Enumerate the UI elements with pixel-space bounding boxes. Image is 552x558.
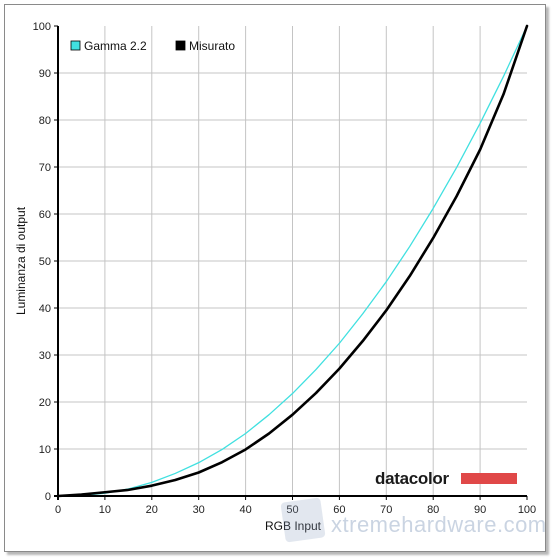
y-tick-label: 40 (39, 303, 51, 315)
y-tick-label: 70 (39, 162, 51, 174)
datacolor-logo-bar (461, 473, 517, 484)
watermark-badge (280, 497, 326, 543)
x-axis-title: RGB Input (265, 519, 322, 533)
y-axis-title: Luminanza di output (14, 206, 28, 315)
x-tick-label: 0 (55, 504, 61, 516)
series-layer (56, 24, 529, 498)
legend: Gamma 2.2 Misurato (70, 39, 235, 53)
y-tick-label: 50 (39, 256, 51, 268)
x-tick-label: 40 (239, 504, 251, 516)
x-tick-label: 80 (427, 504, 439, 516)
y-tick-label: 10 (39, 444, 51, 456)
chart-frame (4, 4, 546, 552)
y-tick-label: 30 (39, 350, 51, 362)
x-tick-label: 90 (474, 504, 486, 516)
y-tick-labels: 0 10 20 30 40 50 60 70 80 90 100 (33, 21, 51, 503)
watermark-text: xtremehardware.com (331, 512, 547, 537)
watermark: xtremehardware.com (280, 497, 547, 543)
legend-label-gamma: Gamma 2.2 (84, 39, 147, 53)
y-tick-label: 100 (33, 21, 51, 33)
y-tick-label: 90 (39, 68, 51, 80)
y-tick-label: 20 (39, 397, 51, 409)
axes (54, 26, 527, 500)
legend-swatch-gamma (70, 40, 81, 51)
y-tick-label: 80 (39, 115, 51, 127)
legend-swatch-misurato (175, 40, 186, 51)
y-tick-label: 60 (39, 209, 51, 221)
x-tick-label: 30 (193, 504, 205, 516)
legend-label-misurato: Misurato (189, 39, 235, 53)
x-tick-label: 100 (518, 504, 536, 516)
y-tick-label: 0 (45, 491, 51, 503)
grid-lines (54, 25, 528, 500)
x-tick-label: 50 (286, 504, 298, 516)
series-line-gamma (57, 25, 528, 497)
x-tick-label: 60 (333, 504, 345, 516)
x-tick-label: 20 (146, 504, 158, 516)
x-tick-labels: 0 10 20 30 40 50 60 70 80 90 100 (55, 504, 536, 516)
series-line-misurato (56, 24, 529, 498)
datacolor-logo: datacolor (375, 469, 517, 488)
x-tick-label: 10 (99, 504, 111, 516)
x-tick-label: 70 (380, 504, 392, 516)
datacolor-logo-text: datacolor (375, 469, 450, 488)
